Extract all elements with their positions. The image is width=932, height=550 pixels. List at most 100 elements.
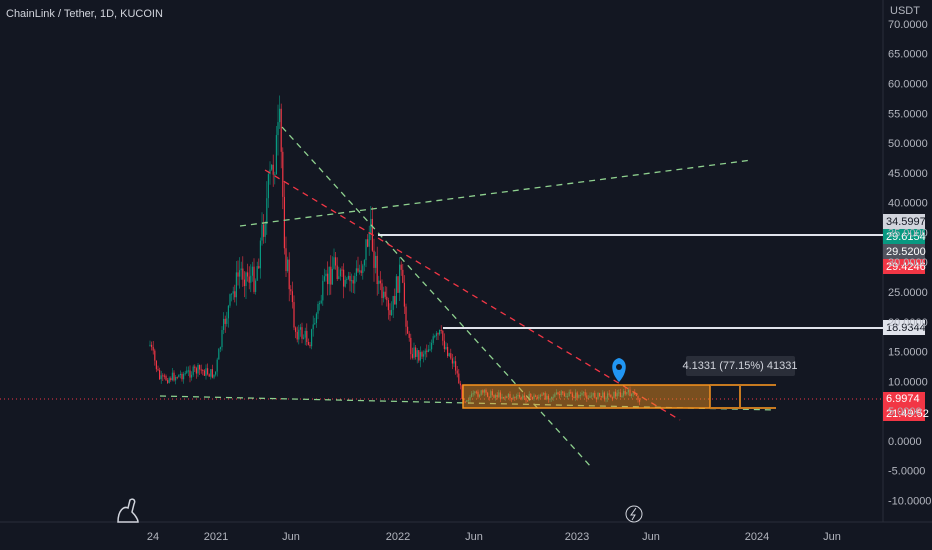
- candle-body: [571, 393, 573, 398]
- candle-body: [330, 266, 332, 285]
- candle-body: [354, 276, 356, 284]
- candle-body: [280, 108, 282, 152]
- price-tag: 29.5200: [886, 246, 926, 258]
- candle-body: [163, 375, 165, 377]
- candle-body: [551, 396, 553, 399]
- candle-body: [552, 396, 554, 398]
- candle-body: [455, 361, 457, 371]
- time-axis-label: Jun: [823, 531, 841, 543]
- candle-body: [207, 368, 209, 375]
- price-tag: 34.5997: [886, 216, 926, 228]
- candle-body: [195, 368, 197, 374]
- candle-body: [487, 392, 489, 397]
- candle-body: [301, 327, 303, 339]
- candle-body: [411, 354, 413, 358]
- candle-body: [432, 336, 434, 343]
- candle-body: [271, 164, 273, 170]
- candle-body: [362, 265, 364, 274]
- candle-body: [403, 282, 405, 307]
- price-tag: 18.9344: [886, 322, 926, 334]
- price-axis-label: 50.0000: [888, 138, 928, 150]
- candle-body: [160, 375, 162, 380]
- price-tag-bg: [883, 214, 925, 229]
- countdown: 21:49:52: [886, 408, 929, 420]
- candle-body: [440, 329, 442, 331]
- candle-body: [293, 302, 295, 328]
- candle-body: [479, 395, 481, 397]
- candle-body: [274, 174, 276, 176]
- candle-body: [517, 395, 519, 397]
- candle-body: [520, 397, 522, 399]
- candle-body: [538, 396, 540, 399]
- candle-body: [368, 233, 370, 247]
- candle-body: [323, 276, 325, 281]
- candle-body: [405, 306, 407, 327]
- candle-body: [426, 350, 428, 352]
- price-axis-label: 55.0000: [888, 108, 928, 120]
- candle-body: [435, 333, 437, 337]
- candles: [149, 95, 641, 405]
- candle-body: [488, 396, 490, 398]
- candle-body: [248, 276, 250, 283]
- candle-body: [475, 391, 477, 393]
- candle-body: [527, 400, 529, 402]
- replay-icon[interactable]: [625, 505, 643, 523]
- candle-body: [216, 359, 218, 372]
- candle-body: [159, 370, 161, 380]
- candle-body: [235, 272, 237, 298]
- candle-body: [223, 318, 225, 331]
- measure-label: 4.1331 (77.15%) 41331: [683, 360, 798, 372]
- candle-body: [456, 370, 458, 374]
- time-axis-label: 2024: [745, 531, 769, 543]
- candle-body: [536, 396, 538, 399]
- price-axis-label: 35.0000: [888, 227, 928, 239]
- candle-body: [602, 392, 604, 398]
- price-tag-bg: [883, 229, 925, 244]
- candle-body: [328, 266, 330, 285]
- measure-box: [686, 356, 795, 376]
- candle-body: [635, 394, 637, 397]
- candle-body: [227, 305, 229, 319]
- candle-body: [351, 280, 353, 282]
- time-axis-label: Jun: [465, 531, 483, 543]
- candle-body: [261, 224, 263, 241]
- candle-body: [453, 361, 455, 364]
- candle-body: [496, 395, 498, 398]
- candle-body: [442, 330, 444, 341]
- candle-body: [495, 395, 497, 398]
- candle-body: [325, 273, 327, 277]
- symbol-title: ChainLink / Tether, 1D, KUCOIN: [6, 8, 163, 20]
- candle-body: [576, 392, 578, 398]
- candle-body: [543, 392, 545, 395]
- candle-body: [491, 391, 493, 396]
- price-axis-label: 70.0000: [888, 19, 928, 31]
- price-tag-bg: [883, 320, 925, 335]
- candle-body: [269, 169, 271, 175]
- candle-body: [378, 280, 380, 285]
- time-axis-label: Jun: [642, 531, 660, 543]
- candle-body: [474, 391, 476, 394]
- candle-body: [603, 392, 605, 399]
- candle-body: [179, 373, 181, 375]
- candle-body: [608, 393, 610, 395]
- candle-body: [363, 260, 365, 266]
- candle-body: [165, 375, 167, 381]
- candle-body: [431, 342, 433, 350]
- price-axis-label: 40.0000: [888, 198, 928, 210]
- candle-body: [304, 330, 306, 338]
- candle-body: [570, 391, 572, 394]
- candle-body: [391, 309, 393, 316]
- candle-body: [447, 347, 449, 357]
- candle-body: [599, 392, 601, 397]
- candle-body: [611, 397, 613, 399]
- candle-body: [291, 291, 293, 303]
- candle-body: [469, 396, 471, 401]
- candle-body: [375, 255, 377, 268]
- candle-body: [373, 250, 375, 268]
- candle-body: [595, 397, 597, 400]
- logo[interactable]: [117, 498, 139, 523]
- candle-body: [306, 330, 308, 343]
- candle-body: [624, 391, 626, 394]
- time-axis-label: 2022: [386, 531, 410, 543]
- candle-body: [610, 394, 612, 398]
